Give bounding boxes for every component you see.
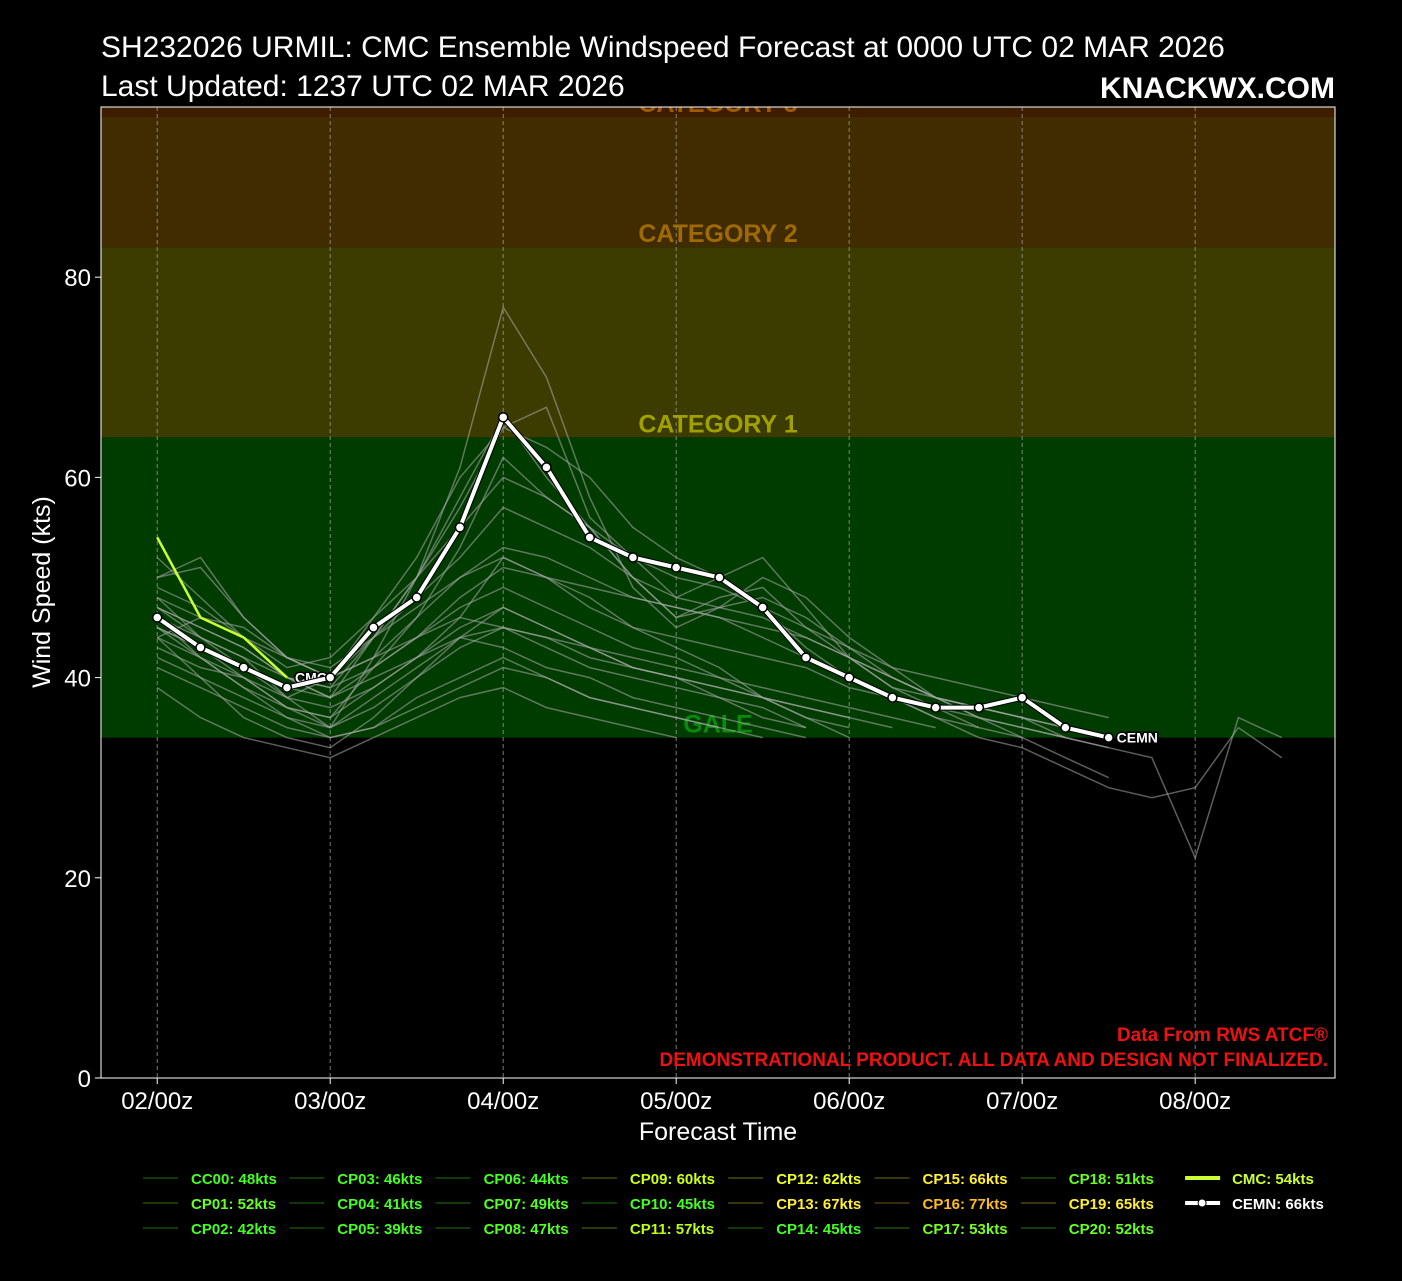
legend-label: CP04: 41kts [337,1196,422,1213]
category-band [101,247,1335,438]
y-axis-label: Wind Speed (kts) [28,496,56,688]
mean-marker [368,622,379,633]
bands: GALE CATEGORY 1 CATEGORY 2 CATEGORY 3 [101,90,1335,739]
legend-label: CP14: 45kts [776,1221,861,1238]
legend-label: CP10: 45kts [630,1196,715,1213]
x-tick-label: 05/00z [640,1088,712,1115]
mean-marker [454,522,466,533]
legend-label: CP09: 60kts [630,1171,715,1188]
mean-marker [627,552,639,563]
annotation: DEMONSTRATIONAL PRODUCT. ALL DATA AND DE… [660,1050,1329,1071]
chart-title: SH232026 URMIL: CMC Ensemble Windspeed F… [101,31,1225,64]
mean-marker [930,702,941,713]
member-line [156,666,720,739]
mean-marker [497,412,509,423]
category-label: CATEGORY 3 [638,90,797,118]
member-line [156,305,1110,779]
x-tick-label: 06/00z [813,1088,885,1115]
legend-label: CP07: 49kts [484,1196,569,1213]
series-end-label: CEMN [1117,730,1158,746]
x-tick-label: 04/00z [467,1088,539,1115]
legend-label: CP02: 42kts [191,1221,276,1238]
category-label: CATEGORY 2 [638,220,797,248]
mean-marker [973,702,985,713]
mean-marker [195,642,206,653]
mean-marker [584,532,595,543]
legend-label: CP06: 44kts [484,1171,569,1188]
y-tick-label: 20 [64,866,91,893]
legend-label: CP13: 67kts [776,1196,861,1213]
mean-marker [670,562,682,573]
member-line [156,556,1283,860]
legend-label: CC00: 48kts [191,1171,277,1188]
plot-frame [100,106,1336,1079]
brand: KNACKWX.COM [1100,72,1335,105]
member-line [156,626,850,749]
category-band [101,107,1335,118]
y-tick-label: 40 [64,666,91,693]
mean-marker [887,692,898,703]
category-label: GALE [683,711,752,739]
legend: CC00: 48kts CP01: 52kts CP02: 42kts CP03: 4… [143,1171,1324,1238]
member-line [156,616,807,729]
legend-label: CP03: 46kts [337,1171,422,1188]
legend-label: CP15: 66kts [923,1171,1008,1188]
legend-label: CP11: 57kts [630,1221,714,1238]
annotation: Data From RWS ATCF® [1117,1025,1328,1046]
mean-marker [1060,722,1071,733]
mean-marker [541,462,552,473]
legend-label: CP18: 51kts [1069,1171,1154,1188]
mean-marker [238,662,249,673]
control-line [156,536,288,679]
legend-label: CP19: 65kts [1069,1196,1154,1213]
legend-swatch-marker [1197,1198,1207,1208]
legend-label: CP01: 52kts [191,1196,276,1213]
mean-marker [1016,692,1028,703]
x-tick-label: 08/00z [1159,1088,1231,1115]
mean-marker [1103,732,1114,743]
mean-marker [281,682,293,693]
y-tick-label: 80 [64,265,91,292]
legend-label: CP08: 47kts [484,1221,569,1238]
member-line [156,686,677,759]
legend-label: CP05: 39kts [337,1221,422,1238]
mean-marker [151,612,163,623]
y-tick-label: 0 [78,1066,91,1093]
legend-label: CP20: 52kts [1069,1221,1154,1238]
mean-marker [714,572,725,583]
mean-marker [757,602,768,613]
mean-marker [411,592,422,603]
legend-label: CMC: 54kts [1232,1171,1314,1188]
x-tick-label: 07/00z [986,1088,1058,1115]
legend-label: CP12: 62kts [776,1171,861,1188]
category-label: CATEGORY 1 [638,410,797,438]
legend-label: CEMN: 66kts [1232,1196,1324,1213]
category-band [101,117,1335,248]
mean-marker [324,672,336,683]
y-tick-label: 60 [64,465,91,492]
legend-label: CP16: 77kts [923,1196,1008,1213]
mean-marker [800,652,812,663]
x-tick-label: 03/00z [294,1088,366,1115]
x-axis-label: Forecast Time [639,1118,797,1146]
chart-subtitle: Last Updated: 1237 UTC 02 MAR 2026 [101,70,625,103]
legend-label: CP17: 53kts [923,1221,1008,1238]
x-tick-label: 02/00z [121,1088,193,1115]
mean-marker [843,672,855,683]
